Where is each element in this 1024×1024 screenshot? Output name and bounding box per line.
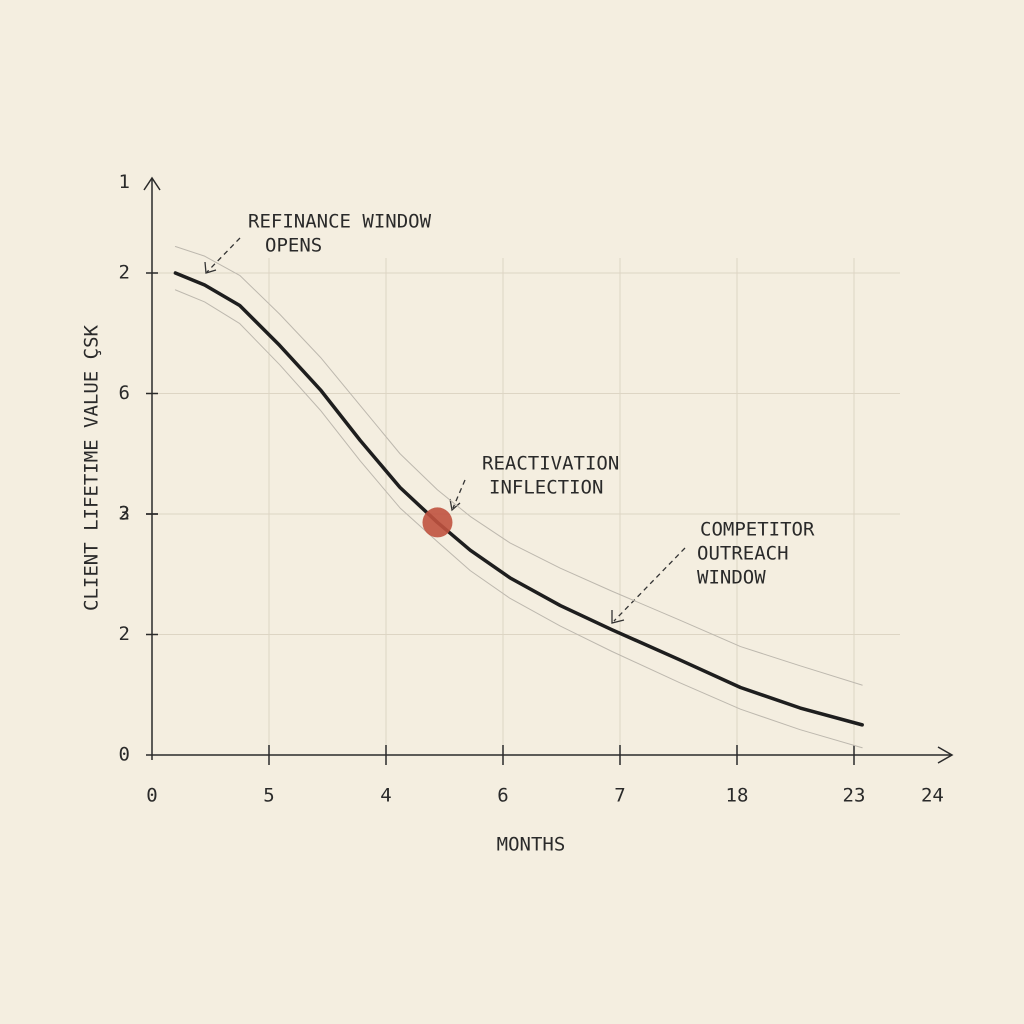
annotation: REACTIVATION (482, 453, 619, 475)
band-line (174, 245, 863, 686)
y-tick-label: 3 (119, 503, 130, 525)
x-tick-label: 7 (614, 785, 625, 807)
x-axis-label: MONTHS (497, 834, 566, 856)
x-tick-label: 5 (263, 785, 274, 807)
x-axis-arrow (937, 746, 954, 764)
annotation-arrowhead (611, 610, 625, 624)
annotation: INFLECTION (489, 477, 603, 499)
annotation-arrow (613, 547, 686, 622)
y-tick-label: 2 (119, 623, 130, 645)
annotation-arrow (206, 237, 241, 273)
y-axis-label: CLIENT LIFETIME VALUE ÇSK (81, 324, 103, 611)
y-tick-label: 1 (119, 171, 130, 193)
annotation: WINDOW (697, 567, 766, 589)
y-tick-label: 6 (119, 382, 130, 404)
line (173, 271, 864, 727)
y-tick-label: 2 (119, 262, 130, 284)
y-tick-label: 2 (119, 503, 130, 525)
x-tick-label: 0 (146, 785, 157, 807)
annotation-arrowhead (204, 261, 217, 274)
highlight-point (422, 507, 453, 538)
annotation: REFINANCE WINDOW (248, 211, 432, 233)
x-tick-label: 4 (380, 785, 391, 807)
y-tick-label: 0 (119, 744, 130, 766)
annotation: OUTREACH (697, 543, 789, 565)
x-tick-label: 6 (497, 785, 508, 807)
x-tick-label: 23 (843, 785, 866, 807)
band-line (174, 289, 863, 749)
x-tick-label: 24 (921, 785, 944, 807)
annotation: COMPETITOR (700, 519, 815, 541)
y-axis-arrow (143, 176, 161, 191)
x-tick-label: 18 (726, 785, 749, 807)
annotation: OPENS (265, 235, 322, 257)
